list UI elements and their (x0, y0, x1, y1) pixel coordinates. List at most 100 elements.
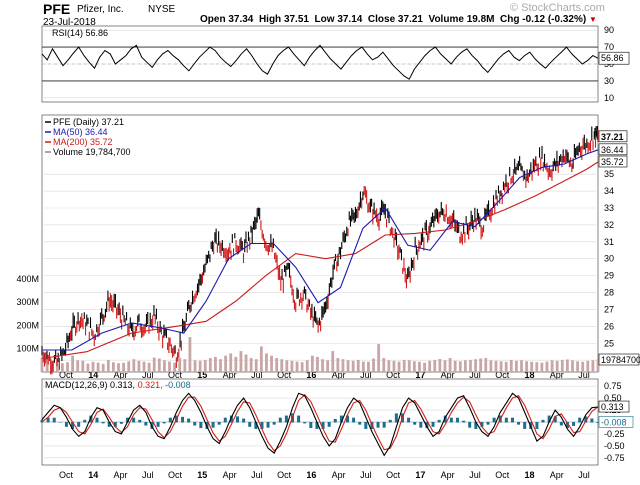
x-tick-label-mid: Jul (251, 370, 263, 380)
volume-bar (356, 359, 360, 372)
last-box-price (598, 130, 628, 143)
macd-histogram-bar (46, 417, 50, 423)
volume-bar (244, 354, 248, 372)
volume-bar (453, 360, 457, 372)
price-tick-label: 26 (604, 321, 614, 331)
volume-bar (76, 360, 80, 372)
macd-histogram-bar (474, 422, 478, 429)
macd-histogram-bar (364, 422, 368, 429)
macd-histogram-bar (187, 418, 191, 423)
volume-bar (280, 359, 284, 372)
price-tick-label: 30 (604, 254, 614, 264)
volume-bar (565, 359, 569, 372)
x-tick-label-mid: Oct (386, 370, 401, 380)
macd-histogram-bar (358, 422, 362, 425)
volume-bar (183, 359, 187, 372)
last-box-ma200 (598, 155, 628, 168)
macd-signal-line (41, 394, 599, 452)
x-tick-label-bottom: 15 (197, 470, 207, 480)
volume-bar (448, 358, 452, 372)
volume-bar (300, 362, 304, 372)
volume-value: 19.8M (466, 14, 495, 25)
x-tick-label-mid: Jul (578, 370, 590, 380)
volume-bar (351, 360, 355, 372)
volume-bar (86, 363, 90, 372)
volume-bar (341, 359, 345, 372)
macd-histogram-bar (407, 417, 411, 423)
volume-bar (290, 360, 294, 372)
macd-histogram-bar (468, 422, 472, 428)
volume-bar (469, 359, 472, 372)
rsi-tick-label: 30 (604, 76, 614, 86)
last-label-ma200: 35.72 (601, 157, 624, 167)
macd-histogram-bar (303, 422, 307, 424)
macd-tick-label: 0.50 (604, 393, 622, 403)
macd-histogram-bar (297, 415, 301, 423)
price-tick-label: 28 (604, 288, 614, 298)
volume-tick-label: 100M (16, 344, 39, 354)
volume-bar (285, 360, 289, 372)
macd-histogram-bar (413, 422, 417, 425)
volume-bar (198, 360, 202, 372)
volume-bar (530, 361, 534, 372)
macd-histogram-bar (345, 415, 349, 423)
legend-price: PFE (Daily) 37.21 (53, 117, 124, 127)
macd-histogram-bar (339, 415, 343, 423)
macd-histogram-bar (315, 422, 319, 429)
x-tick-label-bottom: Apr (332, 470, 346, 480)
price-tick-label: 35 (604, 169, 614, 179)
volume-bar (545, 361, 549, 372)
macd-legend-signal: 0.321, (138, 380, 166, 390)
volume-bar (555, 360, 559, 372)
volume-bar (423, 362, 426, 372)
volume-tick-label: 300M (16, 297, 39, 307)
x-tick-label-mid: 17 (415, 370, 425, 380)
x-tick-label-bottom: 16 (306, 470, 316, 480)
volume-bar (259, 346, 263, 372)
rsi-tick-label: 10 (604, 93, 614, 103)
price-tick-label: 25 (604, 338, 614, 348)
volume-bar (270, 355, 273, 372)
volume-bar (438, 358, 442, 372)
volume-bar (382, 358, 386, 372)
change-label: Chg (500, 14, 520, 25)
macd-histogram-bar (223, 417, 227, 423)
macd-histogram-bar (95, 417, 99, 423)
volume-bar (494, 360, 498, 372)
volume-bar (372, 358, 375, 372)
macd-histogram-bar (455, 417, 459, 423)
price-tick-label: 34 (604, 186, 614, 196)
volume-bar (326, 360, 330, 372)
volume-bar (208, 358, 212, 372)
volume-bar (132, 359, 136, 372)
x-tick-label-bottom: Apr (550, 470, 564, 480)
volume-bar (239, 351, 243, 372)
volume-bar (377, 344, 381, 372)
open-value: 37.34 (228, 14, 254, 25)
volume-bar (392, 360, 396, 372)
volume-bar (499, 361, 503, 372)
macd-panel: 0.750.500.25-0.25-0.50-0.75MACD(12,26,9)… (40, 378, 634, 466)
x-tick-label-mid: 15 (197, 370, 207, 380)
macd-histogram-bar (517, 422, 521, 425)
volume-bar (336, 358, 340, 372)
high-value: 37.51 (283, 14, 309, 25)
macd-legend-prefix: MACD(12,26,9) (45, 380, 110, 390)
volume-bar (458, 361, 462, 372)
volume-bar (397, 361, 401, 372)
macd-histogram-bar (382, 422, 386, 428)
volume-bar (535, 362, 539, 372)
macd-histogram-bar (578, 417, 582, 423)
volume-bar (310, 355, 314, 372)
volume-bar (219, 359, 222, 372)
volume-bar (367, 361, 370, 372)
macd-histogram-bar (168, 417, 172, 423)
volume-bar (418, 361, 421, 372)
macd-tick-label: -0.25 (604, 429, 625, 439)
volume-bar (173, 362, 177, 372)
macd-histogram-bar (71, 422, 75, 429)
macd-tick-label: -0.75 (604, 453, 625, 463)
volume-bar (520, 360, 523, 372)
macd-histogram-bar (113, 422, 117, 427)
x-tick-label-mid: Apr (550, 370, 564, 380)
